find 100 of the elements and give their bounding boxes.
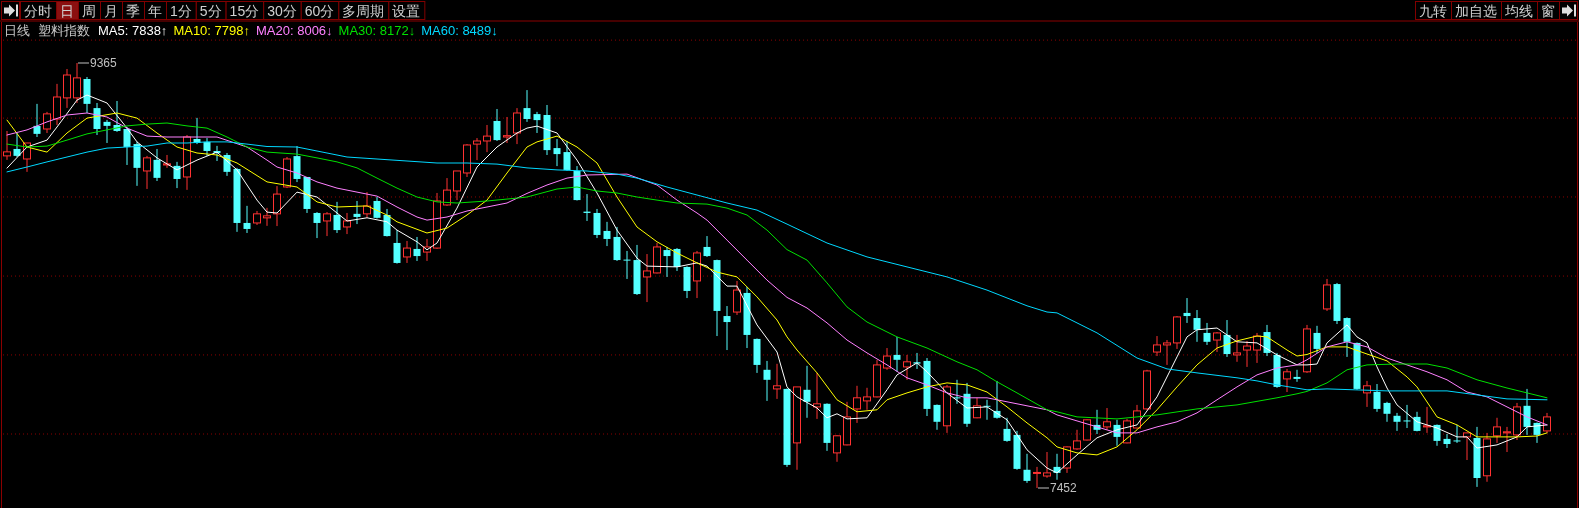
candlestick: [103, 119, 111, 144]
candlestick: [63, 68, 71, 109]
candlestick: [1373, 383, 1381, 413]
candlestick: [33, 103, 41, 138]
candlestick: [683, 265, 691, 299]
text: MA30: 8172↓: [338, 23, 416, 38]
candlestick: [263, 207, 271, 227]
candlestick: [93, 102, 101, 136]
candlestick: [593, 208, 601, 239]
candlestick: [803, 365, 811, 419]
candlestick: [473, 137, 481, 161]
candlestick: [1193, 309, 1201, 343]
candlestick: [293, 145, 301, 183]
candlestick: [733, 280, 741, 316]
candlestick: [1313, 325, 1321, 354]
text: MA5: 7838↑: [98, 23, 168, 38]
candlestick: [893, 336, 901, 373]
candlestick: [413, 236, 421, 262]
candlestick: [143, 155, 151, 190]
candlestick: [1183, 297, 1191, 324]
candlestick: [1243, 340, 1251, 368]
candlestick: [623, 250, 631, 280]
candlestick: [3, 130, 11, 161]
chart-subtitle: 塑料指数: [38, 23, 90, 38]
candlestick: [13, 132, 21, 158]
button: 多周期: [338, 1, 390, 20]
candlestick: [1233, 334, 1241, 363]
candlestick: [393, 229, 401, 265]
candlestick: [1443, 433, 1451, 449]
candlestick: [613, 226, 621, 262]
candlestick: [333, 201, 341, 234]
candlestick: [953, 379, 961, 405]
candlestick: [1203, 322, 1211, 346]
candlestick: [153, 148, 161, 182]
candlestick: [493, 108, 501, 142]
button: 30分: [263, 1, 302, 20]
candlestick: [513, 107, 521, 145]
candlestick: [1423, 406, 1431, 434]
candlestick: [553, 138, 561, 167]
candlestick: [1153, 335, 1161, 357]
candlestick: [483, 124, 491, 153]
candlestick: [1323, 278, 1331, 312]
candlestick: [323, 211, 331, 237]
candlestick: [1003, 417, 1011, 443]
candlestick: [243, 205, 251, 234]
candlestick: [313, 211, 321, 239]
button: 年: [144, 1, 167, 20]
button: 1分: [166, 1, 197, 20]
candlestick: [523, 89, 531, 123]
candlestick: [833, 434, 841, 463]
candlestick: [533, 111, 541, 134]
candlestick: [503, 116, 511, 144]
candlestick: [1293, 369, 1301, 383]
text: MA10: 7798↑: [173, 23, 250, 38]
button: 季: [122, 1, 145, 20]
candlestick: [73, 62, 81, 104]
candlestick: [813, 372, 821, 420]
candlestick: [403, 240, 411, 264]
candlestick: [1433, 423, 1441, 447]
candlestick: [1503, 426, 1511, 453]
button: 月: [100, 1, 123, 20]
button: 分时: [20, 1, 57, 20]
candlestick: [563, 140, 571, 172]
candlestick: [453, 170, 461, 201]
candlestick: [703, 235, 711, 258]
button: 加自选: [1451, 1, 1502, 20]
candlestick: [1043, 451, 1051, 479]
button: 周: [78, 1, 101, 20]
candlestick: [1023, 453, 1031, 484]
candlestick: [443, 177, 451, 207]
button: 窗: [1537, 1, 1560, 20]
candlestick: [1163, 339, 1171, 366]
candlestick: [903, 354, 911, 381]
annotation: 7452: [1050, 481, 1078, 495]
candlestick: [763, 360, 771, 402]
button: 日: [56, 1, 79, 20]
candlestick: [1393, 412, 1401, 432]
candlestick: [343, 212, 351, 235]
candlestick: [933, 403, 941, 431]
text: MA60: 8489↓: [421, 23, 498, 38]
candlestick: [1363, 380, 1371, 408]
candlestick: [133, 141, 141, 187]
candlestick: [1453, 424, 1461, 444]
button: 5分: [195, 1, 227, 20]
button: 60分: [300, 1, 340, 20]
candlestick: [773, 363, 781, 400]
candlestick: [1073, 429, 1081, 451]
button: 九转: [1415, 1, 1452, 20]
candlestick: [353, 200, 361, 225]
candlestick: [853, 385, 861, 424]
candlestick: [643, 253, 651, 303]
candlestick: [273, 185, 281, 227]
candlestick: [1103, 407, 1111, 431]
candlestick: [603, 221, 611, 247]
candlestick: [863, 387, 871, 411]
candlestick: [1383, 401, 1391, 423]
candlestick: [1213, 331, 1221, 353]
candlestick: [1493, 417, 1501, 444]
candlestick: [723, 305, 731, 351]
text: MA20: 8006↓: [255, 23, 333, 38]
